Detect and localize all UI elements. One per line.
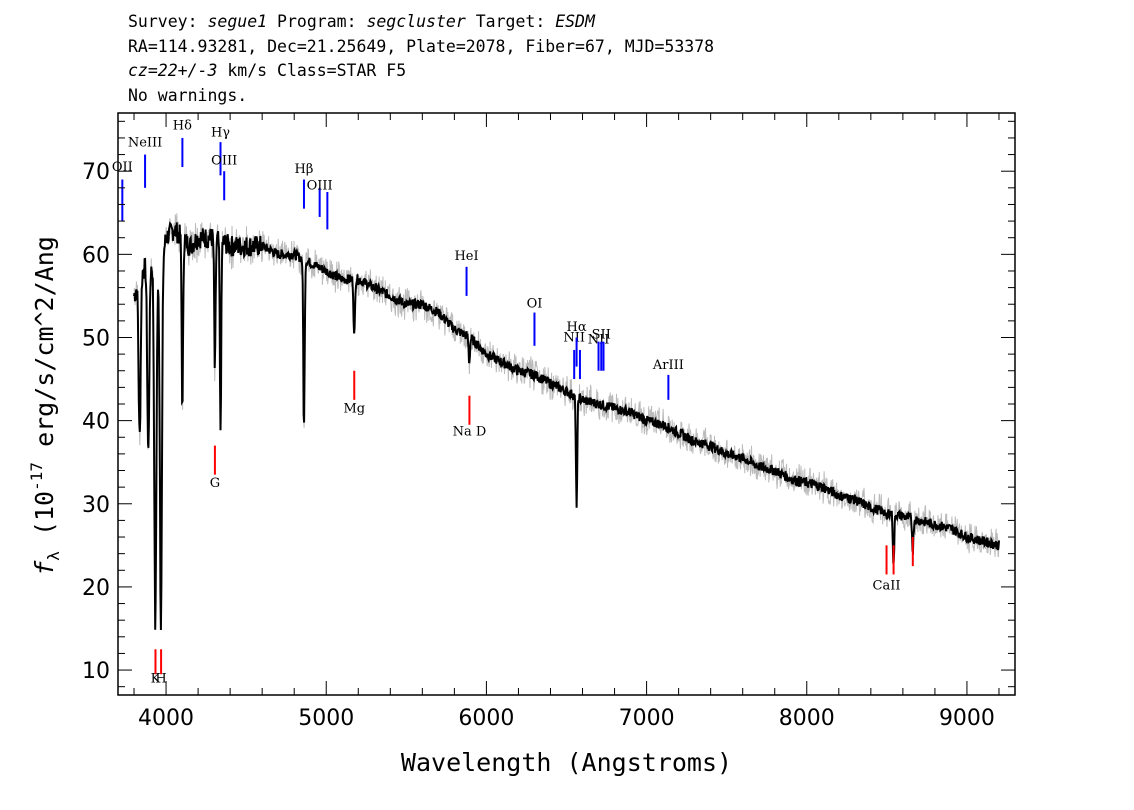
survey-label: Survey: [128,12,208,31]
x-tick-label: 4000 [138,706,194,731]
header-line-survey: Survey: segue1 Program: segcluster Targe… [128,10,714,35]
spectrum-header: Survey: segue1 Program: segcluster Targe… [128,10,714,108]
program-value: segcluster [366,12,466,31]
emission-line-3-label: Hγ [211,125,230,140]
class-value: km/s Class=STAR F5 [217,61,407,80]
y-axis-label: fλ (10-17 erg/s/cm^2/Ang [27,236,63,576]
emission-line-6-label: OIII [307,178,333,193]
x-tick-label: 6000 [458,706,514,731]
cz-value: cz=22+/-3 [128,61,218,80]
x-axis-label: Wavelength (Angstroms) [401,748,732,777]
target-value: ESDM [555,12,595,31]
y-tick-label: 20 [82,576,110,601]
absorption-line-1-label: H [155,672,166,687]
absorption-line-2-label: G [210,476,220,491]
header-line-redshift: cz=22+/-3 km/s Class=STAR F5 [128,59,714,84]
flux-line [133,221,1000,631]
x-tick-label: 7000 [619,706,675,731]
absorption-line-0-label: K [151,672,161,687]
absorption-line-4-label: Na D [453,425,487,440]
survey-value: segue1 [207,12,268,31]
absorption-line-5-label: CaII [873,578,901,593]
y-tick-label: 50 [82,326,110,351]
spectrum-traces [133,213,1000,631]
y-tick-label: 30 [82,493,110,518]
emission-line-4-label: OIII [211,154,237,169]
header-line-coordinates: RA=114.93281, Dec=21.25649, Plate=2078, … [128,36,715,56]
emission-line-5-label: Hβ [295,162,314,177]
emission-line-0-label: OII [112,160,133,175]
emission-line-11-label: Hα [567,320,587,335]
emission-line-9-label: OI [527,297,543,312]
y-tick-label: 10 [82,659,110,684]
emission-line-10-label: NII [563,331,585,346]
absorption-line-3-label: Mg [343,401,365,416]
target-label: Target: [465,12,556,31]
noise-envelope-line [133,213,1000,630]
plot-frame [117,112,1016,696]
header-line-warnings: No warnings. [128,85,248,105]
emission-line-8-label: HeI [454,249,478,264]
y-tick-label: 70 [82,160,110,185]
y-tick-label: 40 [82,410,110,435]
x-tick-label: 8000 [779,706,835,731]
emission-line-16-label: ArIII [652,358,684,373]
y-tick-label: 60 [82,243,110,268]
x-tick-label: 5000 [298,706,354,731]
emission-line-2-label: Hδ [173,119,192,134]
emission-line-1-label: NeIII [128,135,162,150]
x-tick-label: 9000 [939,706,995,731]
program-label: Program: [267,12,367,31]
emission-line-14-label: SII [592,327,611,342]
